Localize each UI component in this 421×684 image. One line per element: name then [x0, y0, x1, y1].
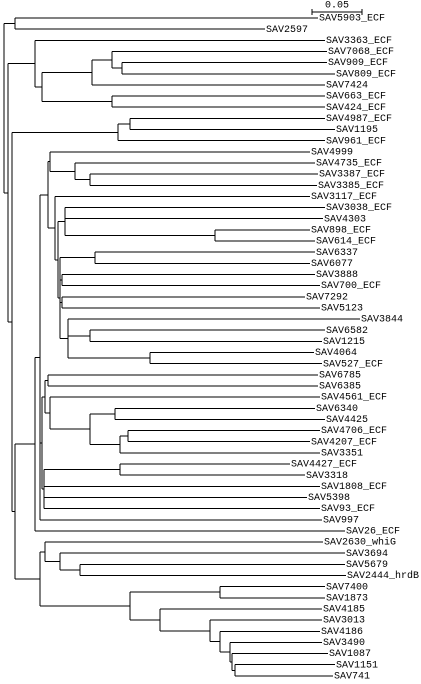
leaf-label: SAV6077 [311, 259, 353, 270]
leaf-label: SAV2597 [266, 25, 308, 36]
leaf-label: SAV4425 [326, 415, 368, 426]
leaf-label: SAV4735_ECF [316, 159, 382, 170]
leaf-label: SAV5679 [346, 560, 388, 571]
leaf-label: SAV3888 [316, 270, 358, 281]
leaf-label: SAV700_ECF [321, 281, 381, 292]
leaf-label: SAV93_ECF [321, 504, 375, 515]
leaf-label: SAV663_ECF [326, 92, 386, 103]
leaf-label: SAV3318 [306, 471, 348, 482]
leaf-label: SAV6340 [316, 404, 358, 415]
leaf-label: SAV4064 [315, 348, 357, 359]
leaf-label: SAV4427_ECF [291, 460, 357, 471]
leaf-label: SAV7400 [326, 582, 368, 593]
leaf-label: SAV3385_ECF [318, 181, 384, 192]
leaf-label: SAV5123 [321, 304, 363, 315]
leaf-label: SAV2444_hrdB [347, 570, 419, 582]
leaf-label: SAV3363_ECF [326, 36, 392, 47]
leaf-label: SAV7424 [326, 81, 368, 92]
leaf-label: SAV1195 [336, 125, 378, 136]
leaf-label: SAV6337 [316, 248, 358, 259]
leaf-label: SAV6785 [319, 370, 361, 381]
leaf-label: SAV614_ECF [316, 237, 376, 248]
leaf-label: SAV4561_ECF [321, 393, 387, 404]
leaf-label: SAV3490 [323, 638, 365, 649]
leaf-label: SAV1215 [323, 337, 365, 348]
leaf-label: SAV527_ECF [323, 359, 383, 370]
leaf-label: SAV3013 [323, 616, 365, 627]
leaf-label: SAV4185 [323, 605, 365, 616]
leaf-label: SAV4303 [324, 214, 366, 225]
leaf-label: SAV5398 [308, 493, 350, 504]
leaf-label: SAV3038_ECF [326, 203, 392, 214]
leaf-label: SAV2630_whiG [324, 537, 396, 549]
leaf-label: SAV909_ECF [328, 58, 388, 69]
leaf-label: SAV3387_ECF [319, 170, 385, 181]
leaf-label: SAV4706_ECF [321, 426, 387, 437]
leaf-label: SAV3694 [346, 549, 388, 560]
leaf-label: SAV7292 [306, 292, 348, 303]
leaf-label: SAV4186 [321, 627, 363, 638]
leaf-label: SAV3351 [321, 448, 363, 459]
leaf-label: SAV6385 [319, 382, 361, 393]
leaf-label: SAV809_ECF [336, 69, 396, 80]
leaf-label: SAV4207_ECF [311, 437, 377, 448]
leaf-label: SAV741 [334, 671, 370, 682]
leaf-label: SAV1873 [326, 593, 368, 604]
leaf-label: SAV424_ECF [326, 103, 386, 114]
leaf-label: SAV4999 [311, 147, 353, 158]
leaf-label: SAV3844 [361, 315, 403, 326]
leaf-label: SAV961_ECF [326, 136, 386, 147]
leaf-label: SAV7068_ECF [328, 47, 394, 58]
leaf-label: SAV4987_ECF [326, 114, 392, 125]
leaf-label: SAV3117_ECF [311, 192, 377, 203]
leaf-label: SAV1151 [336, 660, 378, 671]
leaf-label: SAV1808_ECF [321, 482, 387, 493]
leaf-label: SAV997 [323, 515, 359, 526]
scale-bar-label: 0.05 [325, 1, 349, 12]
leaf-label: SAV1087 [329, 649, 371, 660]
leaf-label: SAV5903_ECF [319, 14, 385, 25]
leaf-label: SAV898_ECF [311, 225, 371, 236]
leaf-label: SAV26_ECF [346, 527, 400, 538]
leaf-label: SAV6582 [326, 326, 368, 337]
